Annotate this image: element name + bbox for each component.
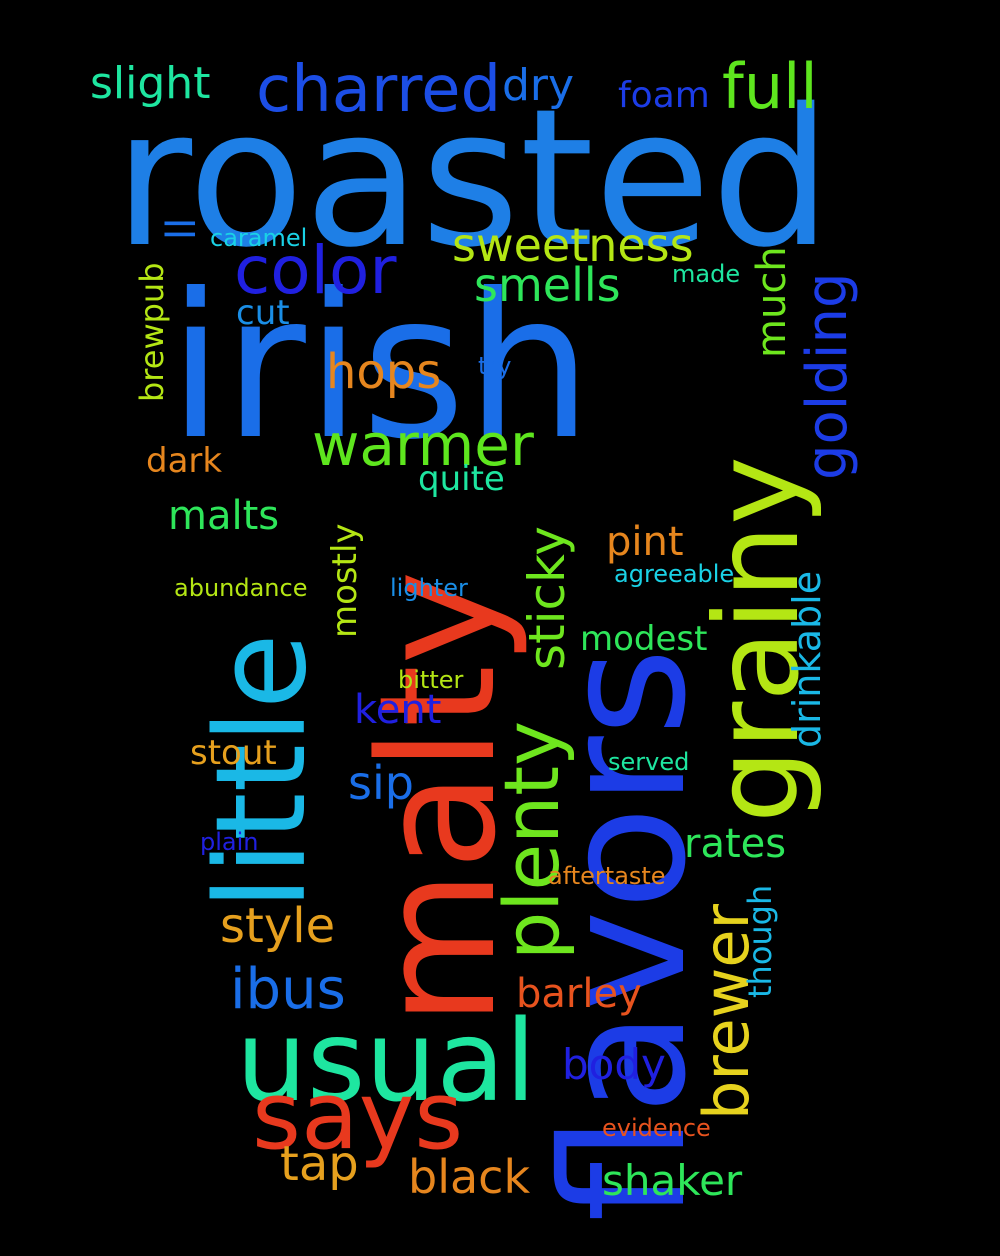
word-malts: malts — [168, 493, 280, 539]
word-usual: usual — [236, 997, 537, 1127]
word-smells: smells — [474, 258, 621, 312]
word-modest: modest — [580, 619, 708, 659]
word-abundance: abundance — [174, 574, 308, 602]
word-plain: plain — [200, 828, 259, 856]
word-charred: charred — [256, 53, 502, 127]
word-irish: irish — [168, 251, 593, 484]
word-mostly: mostly — [325, 523, 365, 638]
word-made: made — [672, 260, 741, 288]
word-color: color — [234, 232, 397, 309]
word-bitter: bitter — [398, 666, 464, 694]
word-lighter: lighter — [390, 574, 468, 602]
word-style: style — [220, 898, 336, 954]
word-ibus: ibus — [230, 957, 346, 1022]
word-caramel: caramel — [210, 224, 308, 252]
word-try: try — [478, 352, 512, 380]
word-drinkable: drinkable — [785, 570, 829, 748]
word-warmer: warmer — [312, 411, 534, 479]
word-sticky: sticky — [518, 526, 576, 670]
word-sip: sip — [348, 756, 414, 810]
word-much: much — [749, 246, 795, 358]
word-shaker: shaker — [602, 1156, 743, 1205]
word-roasted: roasted — [114, 68, 832, 289]
word-sweetness: sweetness — [452, 218, 694, 272]
word-stout: stout — [190, 733, 277, 773]
word-body: body — [562, 1040, 666, 1089]
word-foam: foam — [618, 75, 710, 116]
word-rates: rates — [684, 821, 787, 867]
word-black: black — [408, 1150, 531, 1204]
word-evidence: evidence — [602, 1114, 711, 1142]
word-barley: barley — [516, 971, 642, 1017]
word-full: full — [722, 50, 818, 123]
word-golding: golding — [795, 272, 860, 480]
word-dry: dry — [502, 60, 575, 111]
word-kent: kent — [354, 687, 442, 733]
word-says: says — [252, 1062, 464, 1171]
word-slight: slight — [90, 58, 211, 109]
word-cut: cut — [236, 293, 290, 333]
word-brewpub: brewpub — [133, 262, 171, 402]
word-plenty: plenty — [487, 720, 576, 960]
word-though: though — [741, 884, 779, 998]
word-aftertaste: aftertaste — [548, 862, 666, 890]
word-agreeable: agreeable — [614, 560, 735, 588]
word-pint: pint — [606, 519, 684, 565]
word-quite: quite — [418, 459, 505, 499]
word-dark: dark — [146, 441, 223, 481]
word-tap: tap — [280, 1136, 359, 1192]
word-served: served — [608, 748, 690, 776]
word-ll: ll — [159, 217, 205, 240]
word-hops: hops — [326, 344, 442, 400]
